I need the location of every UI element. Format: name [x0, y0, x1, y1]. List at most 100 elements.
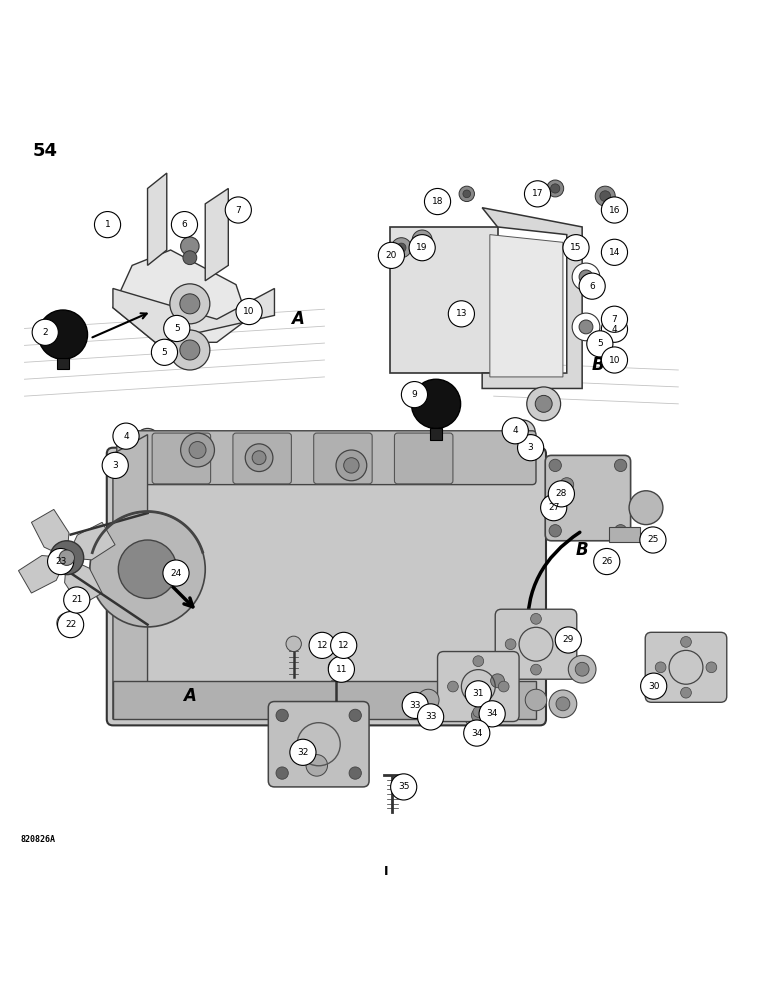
FancyBboxPatch shape: [152, 433, 211, 484]
Text: I: I: [384, 865, 388, 878]
Circle shape: [330, 632, 357, 658]
Text: 7: 7: [611, 315, 618, 324]
Text: 26: 26: [601, 557, 612, 566]
Text: 9: 9: [411, 390, 418, 399]
Circle shape: [473, 656, 484, 667]
Circle shape: [306, 755, 327, 776]
Circle shape: [391, 238, 411, 258]
Text: B: B: [591, 356, 604, 374]
Polygon shape: [113, 288, 275, 342]
Circle shape: [418, 689, 439, 711]
Circle shape: [170, 330, 210, 370]
Circle shape: [180, 340, 200, 360]
Circle shape: [530, 664, 541, 675]
Polygon shape: [65, 558, 102, 606]
Circle shape: [575, 662, 589, 676]
Text: 10: 10: [608, 356, 620, 365]
FancyBboxPatch shape: [233, 433, 291, 484]
Text: 33: 33: [409, 701, 421, 710]
Circle shape: [491, 674, 504, 688]
Circle shape: [225, 197, 252, 223]
Circle shape: [579, 273, 605, 299]
Text: 29: 29: [563, 635, 574, 644]
Circle shape: [594, 548, 620, 575]
Circle shape: [418, 235, 427, 245]
Circle shape: [549, 459, 561, 472]
Text: 17: 17: [532, 189, 543, 198]
Text: 27: 27: [548, 503, 560, 512]
Circle shape: [378, 242, 405, 268]
FancyBboxPatch shape: [545, 455, 631, 541]
Circle shape: [57, 613, 76, 633]
Circle shape: [655, 662, 666, 673]
Circle shape: [290, 739, 316, 765]
Circle shape: [549, 525, 561, 537]
Circle shape: [59, 550, 74, 565]
Circle shape: [180, 294, 200, 314]
Circle shape: [141, 435, 154, 447]
Circle shape: [418, 704, 444, 730]
Text: 21: 21: [71, 595, 83, 604]
Circle shape: [181, 237, 199, 255]
Circle shape: [464, 720, 490, 746]
FancyBboxPatch shape: [313, 433, 372, 484]
Circle shape: [681, 637, 692, 647]
Circle shape: [601, 197, 628, 223]
Text: 31: 31: [472, 689, 484, 698]
Polygon shape: [490, 235, 563, 377]
Circle shape: [349, 767, 361, 779]
Circle shape: [681, 687, 692, 698]
Text: 5: 5: [174, 324, 180, 333]
Circle shape: [463, 190, 471, 198]
Text: 11: 11: [336, 665, 347, 674]
FancyBboxPatch shape: [645, 632, 726, 702]
Circle shape: [579, 320, 593, 334]
Text: 6: 6: [181, 220, 188, 229]
Circle shape: [63, 618, 71, 628]
Circle shape: [629, 491, 663, 525]
Circle shape: [640, 527, 666, 553]
Text: 1: 1: [105, 220, 110, 229]
Text: A: A: [291, 310, 304, 328]
Text: 23: 23: [55, 557, 66, 566]
Circle shape: [181, 433, 215, 467]
Text: 30: 30: [648, 682, 659, 691]
Circle shape: [48, 548, 73, 575]
Circle shape: [556, 697, 570, 711]
Text: 3: 3: [113, 461, 118, 470]
Text: 13: 13: [455, 309, 467, 318]
Polygon shape: [390, 227, 497, 373]
Circle shape: [473, 707, 484, 717]
Circle shape: [245, 444, 273, 472]
Text: 12: 12: [338, 641, 350, 650]
Circle shape: [587, 331, 613, 357]
Circle shape: [412, 230, 432, 250]
Circle shape: [550, 184, 560, 193]
Circle shape: [39, 310, 87, 359]
Circle shape: [328, 659, 344, 675]
Text: 7: 7: [235, 206, 241, 215]
Circle shape: [118, 540, 177, 598]
Circle shape: [555, 627, 581, 653]
Text: 14: 14: [609, 248, 620, 257]
FancyBboxPatch shape: [394, 433, 453, 484]
Circle shape: [547, 180, 564, 197]
Text: B: B: [576, 541, 588, 559]
Text: 2: 2: [42, 328, 48, 337]
Circle shape: [32, 319, 59, 345]
Circle shape: [572, 263, 600, 291]
Circle shape: [530, 613, 541, 624]
Polygon shape: [66, 522, 115, 560]
Circle shape: [448, 681, 459, 692]
Circle shape: [560, 478, 574, 492]
Text: 34: 34: [471, 729, 482, 738]
Circle shape: [706, 662, 716, 673]
Text: 35: 35: [398, 782, 409, 791]
Circle shape: [502, 418, 528, 444]
Text: 4: 4: [611, 325, 618, 334]
Circle shape: [484, 667, 511, 695]
Circle shape: [236, 298, 262, 325]
Circle shape: [615, 525, 627, 537]
Circle shape: [641, 673, 667, 699]
Circle shape: [465, 702, 493, 729]
